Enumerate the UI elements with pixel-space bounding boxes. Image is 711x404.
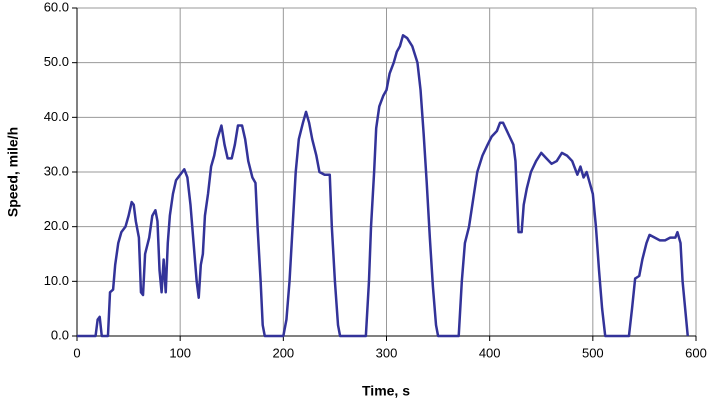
x-tick-label: 200 [272,345,294,360]
y-tick-label: 60.0 [44,0,69,14]
y-tick-label: 10.0 [44,273,69,288]
line-series [77,34,689,338]
y-tick-label: 30.0 [44,163,69,178]
y-axis-label: Speed, mile/h [5,127,21,217]
y-tick-label: 0.0 [51,327,69,342]
x-tick-label: 500 [582,345,604,360]
x-tick-label: 300 [376,345,398,360]
x-tick-label: 0 [73,345,80,360]
y-tick-label: 20.0 [44,218,69,233]
y-tick-label: 50.0 [44,54,69,69]
x-axis-label: Time, s [362,383,410,399]
x-tick-label: 100 [169,345,191,360]
y-tick-label: 40.0 [44,109,69,124]
x-tick-label: 400 [479,345,501,360]
x-tick-label: 600 [685,345,707,360]
